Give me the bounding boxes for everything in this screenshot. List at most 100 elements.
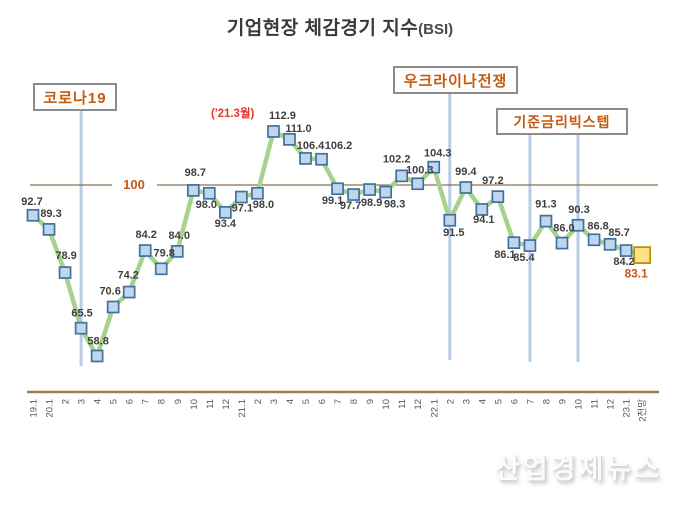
data-point-label: 86.8 xyxy=(587,220,608,232)
data-point-marker xyxy=(202,186,216,200)
data-point-marker xyxy=(138,244,152,257)
chart-title: 기업현장 체감경기 지수(BSI) xyxy=(0,13,680,40)
x-axis-tick-label: 20.1 xyxy=(45,399,56,418)
x-axis-tick-label: 10 xyxy=(381,399,392,410)
data-point-marker xyxy=(379,185,393,199)
data-point-marker xyxy=(411,177,425,191)
x-axis-tick-label: 12 xyxy=(221,399,232,410)
data-point-label: 97.1 xyxy=(232,203,253,215)
x-axis-tick-label: 23.1 xyxy=(622,399,633,418)
watermark-text: 산업경제뉴스 xyxy=(494,454,662,484)
data-point-marker xyxy=(555,236,569,250)
data-point-marker xyxy=(443,213,457,227)
data-point-marker xyxy=(619,244,633,257)
data-point-marker xyxy=(523,239,537,252)
data-point-marker xyxy=(427,160,441,174)
peak-date-annotation: ('21.3월) xyxy=(211,108,255,120)
data-point-marker xyxy=(395,169,409,183)
x-axis-tick-label: 3 xyxy=(461,399,472,404)
x-axis-tick-label: 2전망 xyxy=(638,399,649,422)
data-point-label: 99.1 xyxy=(322,195,343,207)
reference-line-label: 100 xyxy=(123,177,145,192)
data-point-label: 79.8 xyxy=(154,247,175,259)
data-point-marker xyxy=(58,266,72,279)
data-point-label: 92.7 xyxy=(21,196,42,208)
data-point-label: 86.1 xyxy=(494,249,515,261)
data-point-label: 78.9 xyxy=(55,250,76,262)
x-axis-tick-label: 8 xyxy=(157,399,168,404)
annotation-label-corona19: 코로나19 xyxy=(43,89,107,107)
data-point-label: 90.3 xyxy=(568,204,589,216)
x-axis-tick-label: 8 xyxy=(349,399,360,404)
data-point-marker xyxy=(459,181,473,194)
data-point-label: 70.6 xyxy=(99,286,120,298)
data-point-marker xyxy=(90,349,104,363)
x-axis-tick-label: 2 xyxy=(445,399,456,404)
data-point-label: 99.4 xyxy=(455,166,477,178)
x-axis-tick-label: 5 xyxy=(493,399,504,404)
x-axis-tick-label: 2 xyxy=(253,399,264,404)
x-axis-tick-label: 21.1 xyxy=(237,399,248,418)
x-axis-tick-label: 4 xyxy=(285,399,296,404)
x-axis-tick-label: 22.1 xyxy=(429,399,440,418)
data-point-label: 91.5 xyxy=(443,227,464,239)
data-point-label: 89.3 xyxy=(40,208,61,220)
x-axis-tick-label: 7 xyxy=(333,399,344,404)
data-point-label: 91.3 xyxy=(535,199,556,211)
x-axis-tick-label: 7 xyxy=(141,399,152,404)
data-point-label: 98.0 xyxy=(196,199,217,211)
x-axis-tick-label: 9 xyxy=(173,399,184,404)
data-point-marker xyxy=(235,190,248,204)
data-point-label: 100.3 xyxy=(406,164,434,176)
x-axis-tick-label: 12 xyxy=(606,399,617,410)
data-point-label: 98.3 xyxy=(384,199,405,211)
x-axis-tick-label: 6 xyxy=(125,399,136,404)
data-point-label: 85.7 xyxy=(608,227,629,239)
data-point-label: 58.8 xyxy=(87,335,108,347)
data-point-marker xyxy=(363,183,376,196)
x-axis-tick-label: 9 xyxy=(365,399,376,404)
data-point-label: 85.4 xyxy=(513,252,535,264)
data-point-marker xyxy=(154,262,168,276)
x-axis-tick-label: 4 xyxy=(477,399,488,404)
x-axis-tick-label: 9 xyxy=(557,399,568,404)
data-point-label: 84.0 xyxy=(169,230,190,242)
data-point-label: 93.4 xyxy=(215,218,237,230)
x-axis-tick-label: 19.1 xyxy=(29,399,40,418)
data-point-marker xyxy=(539,214,553,228)
forecast-point-label: 83.1 xyxy=(624,267,648,281)
x-axis-tick-label: 5 xyxy=(301,399,312,404)
data-point-label: 65.5 xyxy=(71,308,92,320)
x-axis-tick-label: 11 xyxy=(397,399,408,409)
data-point-marker xyxy=(507,236,521,250)
x-axis-tick-label: 3 xyxy=(269,399,280,404)
data-point-marker xyxy=(251,186,264,200)
x-axis-tick-label: 10 xyxy=(574,399,585,410)
data-point-marker xyxy=(74,321,88,335)
x-axis-tick-label: 6 xyxy=(317,399,328,404)
chart-title-main: 기업현장 체감경기 지수 xyxy=(226,18,419,39)
data-point-label: 106.2 xyxy=(325,140,353,152)
series-line xyxy=(30,129,645,359)
data-point-marker xyxy=(331,182,344,196)
data-point-marker xyxy=(186,184,200,197)
annotation-box-rate-big-step: 기준금리빅스텝 xyxy=(496,108,628,135)
x-axis-tick-label: 2 xyxy=(61,399,72,404)
data-point-label: 98.9 xyxy=(361,197,382,209)
data-point-label: 94.1 xyxy=(473,214,494,226)
data-point-label: 74.2 xyxy=(117,270,138,282)
data-point-marker xyxy=(587,233,601,247)
data-point-marker xyxy=(315,152,328,166)
data-point-label: 104.3 xyxy=(424,148,452,160)
data-point-label: 84.2 xyxy=(613,256,634,268)
x-axis-tick-label: 10 xyxy=(189,399,200,410)
data-point-marker xyxy=(475,203,489,216)
data-point-label: 111.0 xyxy=(285,123,311,135)
x-axis-tick-label: 3 xyxy=(77,399,88,404)
data-point-marker xyxy=(491,190,505,203)
data-point-label: 97.2 xyxy=(482,175,503,187)
data-point-label: 86.0 xyxy=(553,223,574,235)
data-point-label: 106.4 xyxy=(297,140,325,152)
x-axis-tick-label: 6 xyxy=(509,399,520,404)
